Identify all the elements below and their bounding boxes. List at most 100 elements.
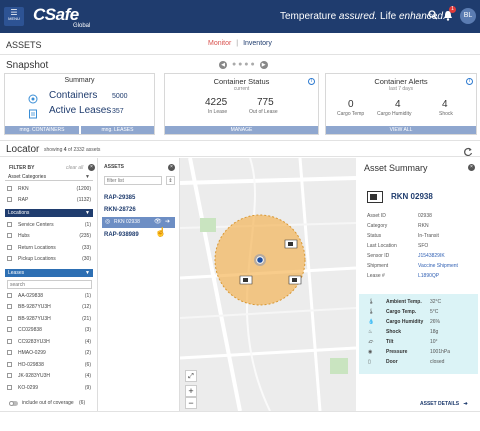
location-row[interactable]: Return Locations (33)	[7, 244, 93, 252]
shipment-link[interactable]: Vaccine Shipment	[418, 263, 458, 269]
checkbox[interactable]	[7, 327, 12, 333]
lease-row[interactable]: HMAO-0299 (2)	[7, 349, 93, 357]
map-canvas[interactable]	[180, 158, 356, 411]
chevron-down-icon: ▼	[85, 210, 90, 216]
lease-row[interactable]: CC9283YU3H (4)	[7, 338, 93, 346]
out-of-coverage-toggle[interactable]	[9, 401, 18, 406]
checkbox[interactable]	[7, 293, 12, 299]
asset-list-item[interactable]: RAP-938989	[104, 232, 139, 238]
sensor-id-link[interactable]: J1543829IK	[418, 253, 445, 259]
manage-leases-button[interactable]: mng. LEASES	[81, 126, 154, 134]
zoom-in-button[interactable]: +	[185, 385, 197, 397]
locator-showing: showing 4 of 2332 assets	[44, 147, 100, 153]
manage-containers-button[interactable]: mng. CONTAINERS	[5, 126, 79, 134]
expand-map-button[interactable]: ⤢	[185, 370, 197, 382]
checkbox[interactable]	[7, 373, 12, 379]
asset-list-item[interactable]: RAP-29385	[104, 195, 136, 201]
search-icon[interactable]	[428, 10, 438, 23]
info-icon[interactable]: i	[466, 78, 473, 85]
container-marker[interactable]	[239, 275, 253, 285]
bell-icon[interactable]	[443, 10, 453, 24]
checkbox[interactable]	[7, 362, 12, 368]
lease-row[interactable]: JK-9283YU3H (4)	[7, 372, 93, 380]
info-icon[interactable]: i	[308, 78, 315, 85]
sensor-value: 18g	[430, 329, 439, 335]
lease-label: BB-9287YU3H	[18, 316, 51, 322]
page-title: ASSETS	[6, 40, 42, 50]
container-status-title: Container Status	[213, 77, 270, 86]
notification-badge: 1	[449, 6, 456, 13]
next-arrow-icon[interactable]: ▶	[259, 61, 268, 69]
close-icon[interactable]: ×	[168, 164, 175, 171]
lease-row[interactable]: KO-0299 (9)	[7, 384, 93, 392]
checkbox[interactable]	[7, 316, 12, 322]
tab-monitor[interactable]: Monitor	[208, 40, 232, 47]
location-row[interactable]: Pickup Locations (30)	[7, 255, 93, 263]
manage-button[interactable]: MANAGE	[165, 126, 318, 134]
location-row[interactable]: Hubs (235)	[7, 232, 93, 240]
prev-arrow-icon[interactable]: ◀	[219, 61, 227, 69]
checkbox[interactable]	[7, 245, 12, 251]
checkbox[interactable]	[7, 339, 12, 345]
checkbox[interactable]	[7, 385, 12, 391]
leases-header[interactable]: Leases ▼	[5, 269, 93, 277]
sensor-row: ♨ Shock 18g	[359, 328, 478, 337]
asset-categories-header[interactable]: Asset Categories ▼	[5, 173, 93, 181]
tagline-part: Temperature	[280, 11, 339, 22]
menu-button[interactable]: ☰ MENU	[4, 7, 24, 26]
sensor-value: 32°C	[430, 299, 442, 305]
lease-search-input[interactable]	[7, 280, 92, 289]
view-all-button[interactable]: VIEW ALL	[326, 126, 476, 134]
tab-inventory[interactable]: Inventory	[243, 40, 272, 47]
asset-list-item[interactable]: RKN-28726	[104, 207, 136, 213]
container-marker[interactable]	[288, 275, 302, 285]
category-row[interactable]: RAP (1132)	[7, 196, 93, 204]
lease-row[interactable]: BB-9287YU3H (12)	[7, 303, 93, 311]
summary-field-row: Category RKN	[367, 222, 477, 231]
sort-icon[interactable]: ⇕	[166, 176, 175, 185]
map[interactable]: ⤢ + −	[180, 158, 356, 411]
locations-header[interactable]: Locations ▼	[5, 209, 93, 217]
avatar[interactable]: BL	[460, 8, 476, 24]
lease-row[interactable]: BB-9287YU3H (21)	[7, 315, 93, 323]
lease-count: (4)	[84, 339, 91, 345]
asset-details-link[interactable]: ASSET DETAILS ➔	[420, 401, 468, 407]
clear-all-link[interactable]: clear all	[66, 165, 84, 171]
checkbox[interactable]	[7, 233, 12, 239]
in-lease-value: 4225	[205, 97, 228, 108]
divider	[0, 54, 480, 55]
close-icon[interactable]: ×	[88, 164, 95, 171]
sensor-readings: 🌡 Ambient Temp. 32°C 🌡 Cargo Temp. 5°C 💧 Carg…	[359, 294, 478, 374]
refresh-icon[interactable]	[463, 144, 473, 162]
lease-label: JK-9283YU3H	[18, 373, 50, 379]
location-row[interactable]: Service Centers (1)	[7, 221, 93, 229]
category-row[interactable]: RKN (1200)	[7, 185, 93, 193]
lease-row[interactable]: CC029838 (3)	[7, 326, 93, 334]
lease-link[interactable]: L1890QP	[418, 273, 440, 279]
logo[interactable]: CSafe Global	[33, 5, 90, 29]
thermometer-icon: 🌡	[368, 299, 375, 305]
checkbox[interactable]	[7, 222, 12, 228]
filter-header: FILTER BY	[9, 165, 35, 171]
container-marker[interactable]	[284, 239, 298, 249]
lease-row[interactable]: HO-029838 (6)	[7, 361, 93, 369]
cargo-temp-alert-label: Cargo Temp	[337, 111, 365, 117]
zoom-out-button[interactable]: −	[185, 397, 197, 409]
field-label: Last Location	[367, 243, 397, 249]
eye-icon[interactable]: 👁	[154, 219, 162, 225]
close-icon[interactable]: ×	[468, 164, 475, 171]
location-count: (33)	[82, 245, 91, 251]
checkbox[interactable]	[7, 197, 12, 203]
checkbox[interactable]	[7, 186, 12, 192]
summary-containers-value: 5000	[112, 93, 128, 100]
summary-field-row: Last Location SFO	[367, 242, 477, 251]
arrow-right-icon[interactable]: ➔	[165, 219, 171, 225]
asset-filter-input[interactable]	[104, 176, 162, 185]
lease-row[interactable]: AA-029838 (1)	[7, 292, 93, 300]
asset-list-item-selected[interactable]: ◎ RKN 02938 👁 ➔	[102, 217, 175, 228]
field-label: Asset ID	[367, 213, 386, 219]
category-label: RAP	[18, 197, 29, 203]
checkbox[interactable]	[7, 256, 12, 262]
checkbox[interactable]	[7, 350, 12, 356]
checkbox[interactable]	[7, 304, 12, 310]
